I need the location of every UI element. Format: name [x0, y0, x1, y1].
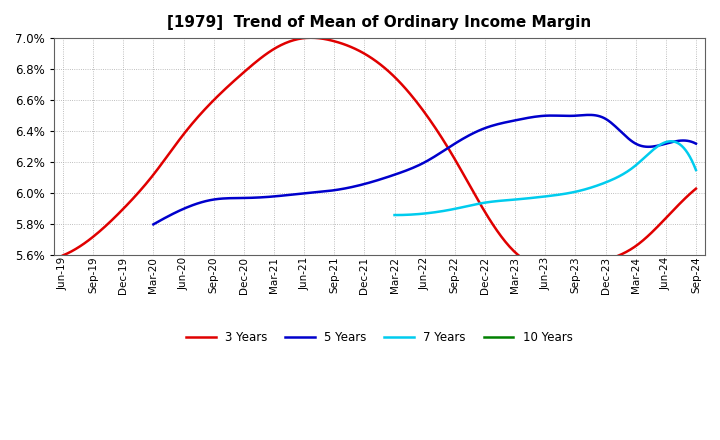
5 Years: [463, 134, 472, 139]
5 Years: [374, 177, 382, 183]
7 Years: [548, 193, 557, 198]
Line: 5 Years: 5 Years: [153, 115, 696, 224]
3 Years: [448, 153, 456, 158]
7 Years: [510, 197, 518, 202]
Title: [1979]  Trend of Mean of Ordinary Income Margin: [1979] Trend of Mean of Ordinary Income …: [167, 15, 592, 30]
5 Years: [149, 222, 158, 227]
7 Years: [692, 167, 701, 172]
3 Years: [306, 35, 315, 40]
3 Years: [438, 136, 446, 141]
3 Years: [58, 253, 67, 258]
Legend: 3 Years, 5 Years, 7 Years, 10 Years: 3 Years, 5 Years, 7 Years, 10 Years: [181, 326, 577, 349]
3 Years: [436, 132, 444, 137]
7 Years: [639, 156, 648, 161]
3 Years: [596, 259, 605, 264]
5 Years: [692, 141, 701, 146]
3 Years: [60, 252, 69, 257]
5 Years: [367, 180, 376, 185]
7 Years: [560, 191, 569, 197]
3 Years: [550, 266, 559, 271]
7 Years: [390, 213, 399, 218]
3 Years: [636, 239, 645, 245]
7 Years: [598, 181, 607, 186]
5 Years: [524, 115, 533, 121]
Line: 3 Years: 3 Years: [63, 38, 696, 268]
3 Years: [692, 186, 701, 191]
5 Years: [585, 112, 593, 117]
7 Years: [490, 199, 498, 204]
5 Years: [238, 195, 247, 201]
7 Years: [667, 139, 676, 144]
Line: 7 Years: 7 Years: [395, 141, 696, 215]
5 Years: [672, 139, 680, 144]
